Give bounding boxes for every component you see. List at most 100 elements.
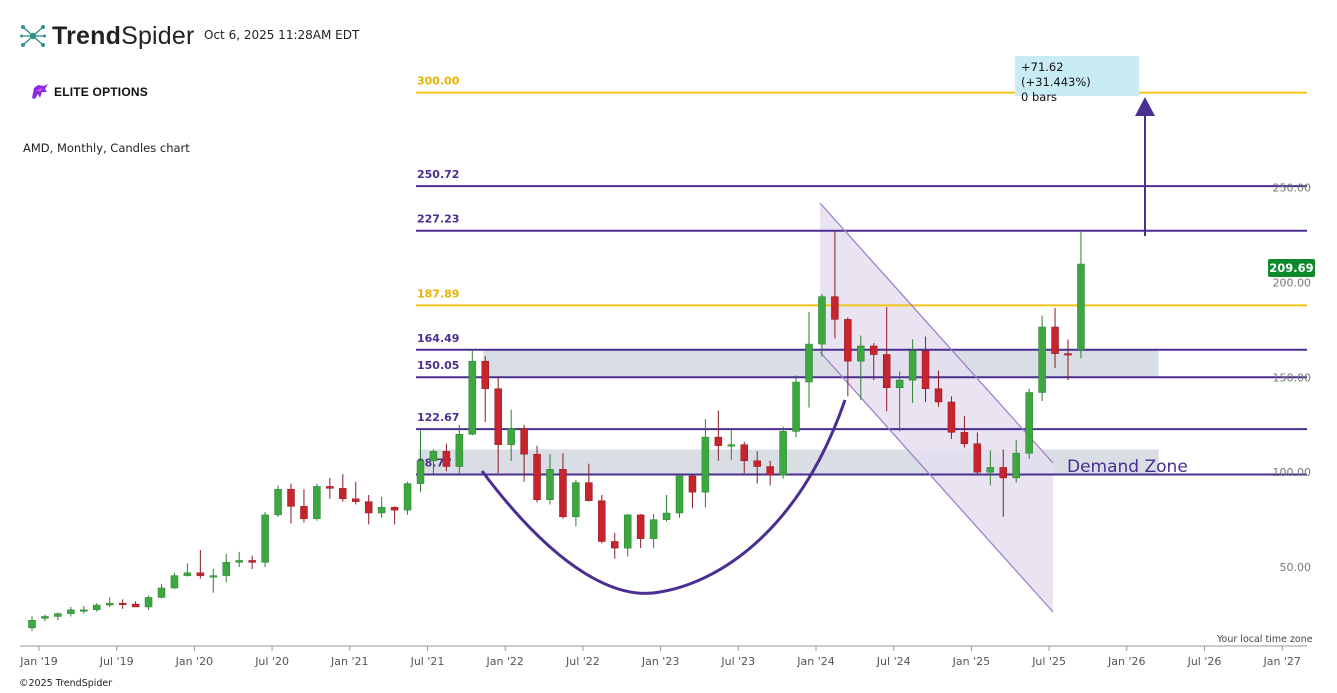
candle xyxy=(766,460,774,486)
demand-zone-label: Demand Zone xyxy=(1067,457,1188,477)
measure-change: +71.62 (+31.443%) xyxy=(1021,60,1091,89)
x-tick-label: Jan '25 xyxy=(952,655,990,668)
candle xyxy=(675,474,684,518)
candle-body xyxy=(611,541,619,549)
candle-body xyxy=(274,489,282,516)
candle-body xyxy=(105,602,114,606)
candle xyxy=(870,343,878,381)
level-label: 164.49 xyxy=(417,332,459,345)
x-tick-label: Jul '26 xyxy=(1187,655,1222,668)
candle xyxy=(831,231,839,339)
candle-body xyxy=(183,572,192,576)
candle xyxy=(688,475,697,509)
candle xyxy=(1051,308,1059,368)
candle-body xyxy=(960,432,969,444)
channel-upper-line xyxy=(819,202,1054,464)
candle-body xyxy=(1077,263,1085,351)
candle xyxy=(727,430,736,460)
candle xyxy=(261,512,269,568)
candle-body xyxy=(1038,326,1046,393)
candle-body xyxy=(895,379,904,388)
candle xyxy=(973,432,982,476)
candle xyxy=(1012,439,1020,483)
candle-body xyxy=(222,562,230,576)
candle xyxy=(714,410,723,461)
candle xyxy=(895,371,904,432)
y-tick-label: 50.00 xyxy=(1280,561,1312,574)
candle-body xyxy=(986,467,995,473)
level-label: 187.89 xyxy=(417,287,459,300)
candle xyxy=(222,553,230,583)
candle-body xyxy=(546,469,554,500)
candle-body xyxy=(649,519,658,539)
candle-body xyxy=(844,319,852,362)
candle xyxy=(170,572,179,589)
candle-body xyxy=(1025,392,1033,454)
candle-body xyxy=(170,575,179,589)
candle-body xyxy=(598,500,606,542)
candle xyxy=(520,424,528,482)
candle xyxy=(921,336,930,402)
candle xyxy=(636,513,645,549)
candle-body xyxy=(377,507,386,514)
candle-body xyxy=(818,296,826,345)
candle xyxy=(235,551,243,568)
candle xyxy=(546,454,554,505)
candle xyxy=(80,606,88,614)
measure-bars: 0 bars xyxy=(1021,90,1058,104)
candle-body xyxy=(753,460,761,467)
candle-body xyxy=(999,467,1007,479)
candle-body xyxy=(947,401,956,433)
candle xyxy=(934,370,943,407)
candle xyxy=(144,595,153,610)
candle xyxy=(844,317,852,397)
candle xyxy=(947,396,956,439)
candle-body xyxy=(520,428,528,455)
candle xyxy=(326,477,334,499)
candle xyxy=(442,443,451,472)
candle xyxy=(248,555,256,569)
candle-body xyxy=(41,616,49,619)
candle xyxy=(805,311,813,408)
candle xyxy=(1064,339,1072,381)
candle xyxy=(183,563,192,577)
trendspider-spider-icon xyxy=(20,25,46,47)
candle-body xyxy=(313,486,321,519)
candle-body xyxy=(921,350,930,389)
candle-body xyxy=(792,381,800,432)
candle xyxy=(1038,315,1046,402)
candle-body xyxy=(623,514,632,549)
x-tick-label: Jan '27 xyxy=(1262,655,1300,668)
candle-body xyxy=(93,604,101,611)
candle xyxy=(740,441,748,474)
candle-body xyxy=(714,436,723,446)
candle xyxy=(352,481,360,505)
level-label: 122.67 xyxy=(417,411,459,424)
level-label: 250.72 xyxy=(417,168,459,181)
copyright: ©2025 TrendSpider xyxy=(19,678,113,689)
last-price-tag: 209.69 xyxy=(1268,259,1315,277)
elite-options-text: ELITE OPTIONS xyxy=(54,85,148,99)
descending-channel-fill xyxy=(820,203,1053,612)
candle xyxy=(41,614,49,622)
candle xyxy=(999,449,1007,517)
x-tick-label: Jan '21 xyxy=(330,655,368,668)
candle-body xyxy=(572,482,580,518)
candle-body xyxy=(675,475,684,514)
candle-body xyxy=(688,475,697,493)
candle xyxy=(390,506,399,525)
brand-name: TrendSpider xyxy=(52,21,195,50)
candle xyxy=(455,424,464,474)
candle xyxy=(468,349,477,436)
candle-body xyxy=(1012,452,1020,479)
candle-body xyxy=(727,444,736,447)
candle-body xyxy=(766,466,774,476)
x-tick-label: Jul '20 xyxy=(254,655,289,668)
candle xyxy=(857,335,865,401)
candle-body xyxy=(131,603,140,608)
candle xyxy=(377,496,386,518)
x-tick-label: Jul '21 xyxy=(410,655,445,668)
measure-tooltip: +71.62 (+31.443%) 0 bars xyxy=(1015,56,1139,104)
candle xyxy=(429,449,438,475)
